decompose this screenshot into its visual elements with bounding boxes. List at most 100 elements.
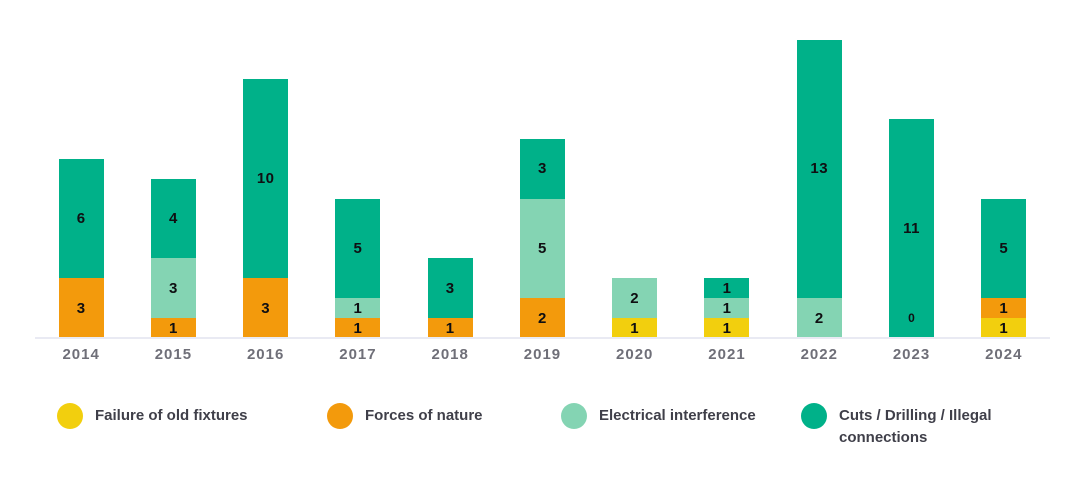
- bar-column-2024: 5 1 1: [958, 0, 1050, 338]
- legend-label: Forces of nature: [365, 407, 483, 424]
- zero-value-annotation-2023: 0: [908, 311, 915, 325]
- x-tick-label-2019: 2019: [523, 346, 562, 363]
- bar-column-2015: 4 3 1: [127, 0, 219, 338]
- segment-cuts-drilling-illegal-connections-2024: 5: [981, 198, 1027, 299]
- legend-color-dot-electrical-interference: [561, 403, 587, 429]
- bar-column-2022: 13 2: [773, 0, 865, 338]
- legend-color-dot-forces-of-nature: [327, 403, 353, 429]
- segment-cuts-drilling-illegal-connections-2016: 10: [243, 79, 289, 279]
- segment-value-label: 2: [814, 309, 824, 327]
- segment-forces-of-nature-2014: 3: [58, 278, 104, 338]
- x-tick-label-2018: 2018: [431, 346, 469, 363]
- segment-value-label: 3: [538, 160, 547, 178]
- segment-forces-of-nature-2024: 1: [981, 298, 1027, 319]
- stacked-bar-2015: 4 3 1: [150, 178, 196, 338]
- stacked-bar-2023: 11 0: [889, 119, 935, 338]
- bar-column-2019: 3 5 2: [496, 0, 588, 338]
- segment-value-label: 1: [353, 319, 363, 337]
- segment-value-label: 2: [630, 289, 640, 307]
- x-tick-label-2017: 2017: [339, 346, 377, 363]
- segment-failure-of-old-fixtures-2024: 1: [981, 318, 1027, 338]
- segment-value-label: 1: [445, 319, 455, 337]
- x-axis-line: [35, 337, 1050, 339]
- segment-value-label: 2: [538, 309, 547, 327]
- bar-column-2021: 1 1 1: [681, 0, 773, 338]
- x-tick-label-2024: 2024: [985, 346, 1023, 363]
- segment-failure-of-old-fixtures-2021: 1: [704, 318, 750, 338]
- segment-forces-of-nature-2019: 2: [519, 298, 565, 338]
- segment-value-label: 13: [810, 160, 829, 178]
- stacked-bar-2017: 5 1 1: [335, 198, 381, 338]
- x-axis-tick-labels: 2014 2015 2016 2017 2018 2019 2020 2021 2022 2023…: [35, 346, 1050, 363]
- segment-value-label: 11: [903, 220, 920, 238]
- bar-column-2023: 11 0: [865, 0, 957, 338]
- segment-value-label: 10: [256, 170, 275, 188]
- stacked-bar-2024: 5 1 1: [981, 198, 1027, 338]
- segment-failure-of-old-fixtures-2020: 1: [612, 318, 658, 338]
- stacked-bar-2019: 3 5 2: [519, 139, 565, 338]
- x-tick-label-2016: 2016: [246, 346, 285, 363]
- x-tick-label-2020: 2020: [616, 346, 654, 363]
- segment-cuts-drilling-illegal-connections-2023: 11: [889, 119, 935, 338]
- segment-cuts-drilling-illegal-connections-2021: 1: [704, 278, 750, 299]
- segment-value-label: 5: [999, 239, 1009, 257]
- segment-value-label: 1: [722, 279, 732, 297]
- segment-cuts-drilling-illegal-connections-2018: 3: [427, 258, 473, 319]
- segment-value-label: 1: [999, 299, 1009, 317]
- stacked-bar-2016: 10 3: [243, 79, 289, 338]
- bar-column-2016: 10 3: [220, 0, 312, 338]
- segment-value-label: 1: [722, 319, 732, 337]
- segment-forces-of-nature-2016: 3: [243, 278, 289, 338]
- legend-item-forces-of-nature: Forces of nature: [327, 403, 483, 429]
- segment-cuts-drilling-illegal-connections-2017: 5: [335, 198, 381, 299]
- legend-color-dot-cuts-drilling-illegal-connections: [801, 403, 827, 429]
- segment-forces-of-nature-2017: 1: [335, 318, 381, 338]
- x-tick-label-2014: 2014: [62, 346, 100, 363]
- legend-label: Electrical interference: [599, 407, 756, 424]
- segment-value-label: 1: [353, 299, 363, 317]
- legend-item-electrical-interference: Electrical interference: [561, 403, 756, 429]
- segment-value-label: 4: [168, 210, 178, 228]
- legend-item-failure-of-old-fixtures: Failure of old fixtures: [57, 403, 248, 429]
- segment-value-label: 3: [261, 299, 271, 317]
- segment-value-label: 1: [168, 319, 178, 337]
- segment-cuts-drilling-illegal-connections-2014: 6: [58, 158, 104, 279]
- legend-color-dot-failure-of-old-fixtures: [57, 403, 83, 429]
- segment-value-label: 3: [168, 279, 178, 297]
- x-tick-label-2021: 2021: [708, 346, 746, 363]
- stacked-bar-2021: 1 1 1: [704, 278, 750, 338]
- segment-electrical-interference-2017: 1: [335, 298, 381, 319]
- segment-value-label: 1: [999, 319, 1009, 337]
- segment-value-label: 5: [353, 239, 363, 257]
- segment-electrical-interference-2021: 1: [704, 298, 750, 319]
- legend-label: Failure of old fixtures: [95, 407, 248, 424]
- plot-area: 6 3 4 3 1 10 3 5 1 1 3 1 3 5 2 2 1 1 1 1 13 2 11 0 5 1 1: [35, 0, 1050, 338]
- segment-cuts-drilling-illegal-connections-2019: 3: [519, 139, 565, 199]
- segment-electrical-interference-2019: 5: [519, 198, 565, 299]
- segment-electrical-interference-2015: 3: [150, 258, 196, 319]
- segment-value-label: 3: [445, 279, 455, 297]
- stacked-bar-2022: 13 2: [796, 39, 842, 338]
- segment-electrical-interference-2020: 2: [612, 278, 658, 319]
- segment-value-label: 3: [76, 299, 86, 317]
- segment-value-label: 6: [76, 210, 86, 228]
- segment-value-label: 5: [538, 239, 547, 257]
- segment-value-label: 1: [630, 319, 640, 337]
- legend-label: Cuts / Drilling / Illegal connections: [839, 407, 992, 446]
- bar-column-2017: 5 1 1: [312, 0, 404, 338]
- segment-cuts-drilling-illegal-connections-2022: 13: [796, 39, 842, 299]
- segment-forces-of-nature-2015: 1: [150, 318, 196, 338]
- segment-forces-of-nature-2018: 1: [427, 318, 473, 338]
- x-tick-label-2015: 2015: [154, 346, 193, 363]
- x-tick-label-2022: 2022: [800, 346, 838, 363]
- legend: Failure of old fixtures Forces of nature E…: [0, 403, 1084, 473]
- x-tick-label-2023: 2023: [892, 346, 931, 363]
- segment-value-label: 1: [722, 299, 732, 317]
